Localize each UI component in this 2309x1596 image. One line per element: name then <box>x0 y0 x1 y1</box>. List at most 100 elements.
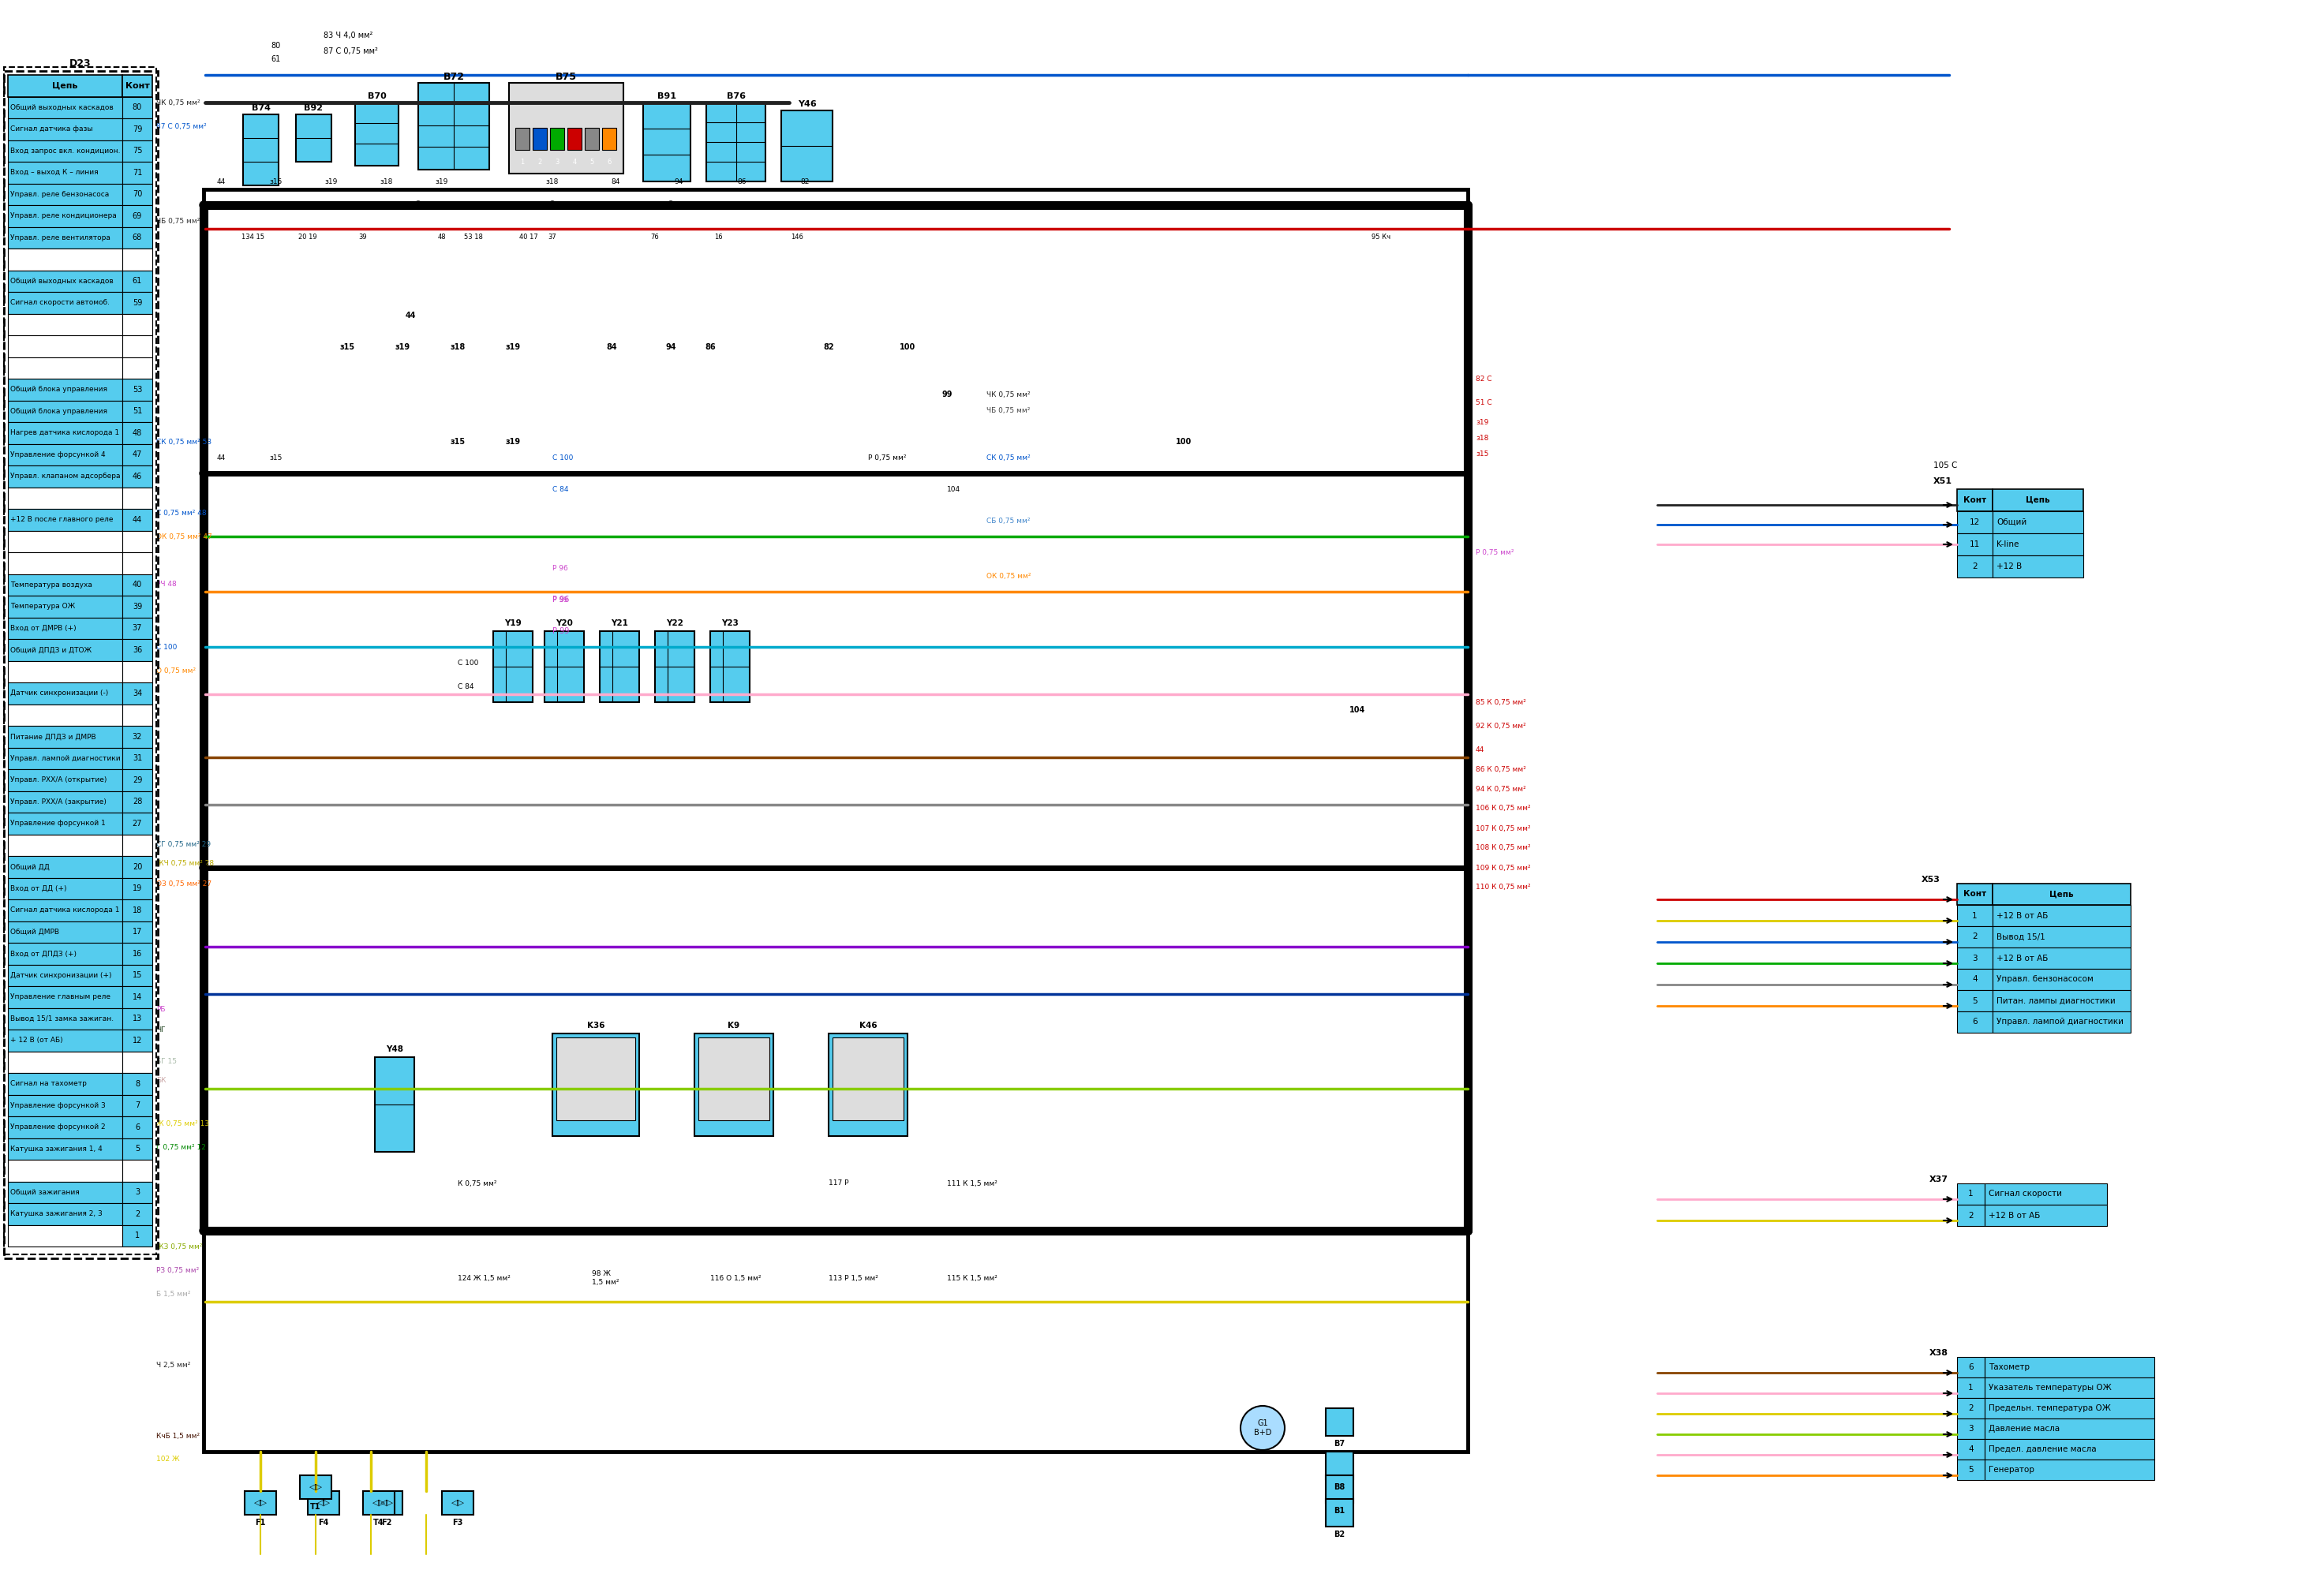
Bar <box>1986 1440 2154 1459</box>
Bar <box>1958 1357 1986 1377</box>
Text: 1: 1 <box>1972 911 1977 919</box>
Bar <box>122 921 152 943</box>
Text: з15: з15 <box>270 453 282 461</box>
Text: Управл. РХХ/А (закрытие): Управл. РХХ/А (закрытие) <box>9 798 106 806</box>
Bar <box>1986 1419 2154 1440</box>
Circle shape <box>1464 863 1471 871</box>
Bar <box>656 630 695 702</box>
Text: 134 15: 134 15 <box>240 233 263 241</box>
Bar <box>7 618 122 638</box>
Bar <box>7 1160 122 1181</box>
Text: 102 Ж: 102 Ж <box>157 1456 180 1464</box>
Bar <box>7 986 122 1007</box>
Text: 16: 16 <box>713 233 723 241</box>
Text: Вход запрос вкл. кондицион.: Вход запрос вкл. кондицион. <box>9 147 120 155</box>
Bar <box>7 747 122 769</box>
Bar <box>7 595 122 618</box>
Bar <box>1993 555 2083 578</box>
Bar <box>7 358 122 378</box>
Text: 107 К 0,75 мм²: 107 К 0,75 мм² <box>1475 825 1531 832</box>
Bar <box>5 70 157 1258</box>
Text: 94: 94 <box>674 177 683 185</box>
Bar <box>7 855 122 878</box>
Text: з15: з15 <box>339 343 356 351</box>
Bar <box>508 83 623 174</box>
Bar <box>1958 533 1993 555</box>
Text: Управл. лампой диагностики: Управл. лампой диагностики <box>9 755 120 761</box>
Circle shape <box>199 863 208 871</box>
Text: 116 О 1,5 мм²: 116 О 1,5 мм² <box>711 1275 762 1282</box>
Bar <box>7 378 122 401</box>
Text: з18: з18 <box>381 177 393 185</box>
Text: РЗ 0,75 мм²: РЗ 0,75 мм² <box>157 1267 199 1274</box>
Text: Общий ДМРВ: Общий ДМРВ <box>9 929 60 935</box>
Bar <box>1986 1377 2154 1398</box>
Text: X37: X37 <box>1930 1176 1949 1183</box>
Text: P 96: P 96 <box>552 565 568 571</box>
Text: 1: 1 <box>134 1232 141 1240</box>
Text: 27: 27 <box>132 819 143 827</box>
Bar <box>122 249 152 270</box>
Text: Y22: Y22 <box>665 619 683 627</box>
Bar <box>707 102 767 182</box>
Bar <box>550 128 563 150</box>
Text: 44: 44 <box>1475 745 1485 753</box>
Bar <box>7 792 122 812</box>
Bar <box>7 769 122 792</box>
Bar <box>1958 1205 1986 1226</box>
Text: 29: 29 <box>132 776 143 784</box>
Bar <box>122 683 152 704</box>
Text: БК: БК <box>157 1077 166 1084</box>
Text: СГ 0,75 мм² 29: СГ 0,75 мм² 29 <box>157 841 210 847</box>
Text: 80: 80 <box>272 41 282 49</box>
Bar <box>7 1203 122 1224</box>
Text: 6: 6 <box>1967 1363 1974 1371</box>
Bar <box>7 444 122 466</box>
Text: Y19: Y19 <box>503 619 522 627</box>
Bar <box>1325 1408 1353 1436</box>
Bar <box>122 184 152 206</box>
Bar <box>7 704 122 726</box>
Text: Управл. реле кондиционера: Управл. реле кондиционера <box>9 212 115 220</box>
Circle shape <box>1240 1406 1284 1451</box>
Text: ◁▷: ◁▷ <box>254 1499 268 1507</box>
Text: Общий блока управления: Общий блока управления <box>9 386 106 393</box>
Bar <box>1325 1499 1353 1527</box>
Text: 16: 16 <box>132 950 143 958</box>
Text: ◁▷: ◁▷ <box>316 1499 330 1507</box>
Bar <box>7 552 122 575</box>
Text: C 84: C 84 <box>552 485 568 493</box>
Bar <box>7 1138 122 1160</box>
Bar <box>7 1095 122 1116</box>
Text: Управл. бензонасосом: Управл. бензонасосом <box>1997 975 2094 983</box>
Bar <box>122 97 152 118</box>
Text: C 100: C 100 <box>457 659 478 666</box>
Text: 11: 11 <box>1970 541 1981 549</box>
Bar <box>122 509 152 530</box>
Bar <box>122 1052 152 1073</box>
Bar <box>122 638 152 661</box>
Bar <box>1993 926 2131 948</box>
Bar <box>1958 1440 1986 1459</box>
Text: 13: 13 <box>132 1015 143 1023</box>
Text: ЧК 0,75 мм²: ЧК 0,75 мм² <box>986 391 1030 397</box>
Bar <box>1958 926 1993 948</box>
Bar <box>1958 1419 1986 1440</box>
Text: 15: 15 <box>132 972 143 980</box>
Text: Общий ДПДЗ и ДТОЖ: Общий ДПДЗ и ДТОЖ <box>9 646 92 653</box>
Bar <box>7 118 122 140</box>
Text: з18: з18 <box>1475 434 1489 442</box>
Text: Температура ОЖ: Температура ОЖ <box>9 603 76 610</box>
Text: Вывод 15/1: Вывод 15/1 <box>1997 934 2046 940</box>
Text: 70: 70 <box>132 190 143 198</box>
Text: С 0,75 мм² 48: С 0,75 мм² 48 <box>157 509 206 517</box>
Bar <box>122 575 152 595</box>
Text: Управление главным реле: Управление главным реле <box>9 993 111 1001</box>
Text: ◁▷: ◁▷ <box>372 1499 386 1507</box>
Text: з18: з18 <box>450 343 466 351</box>
Text: ◁▷: ◁▷ <box>381 1499 393 1507</box>
Text: 1: 1 <box>520 158 524 166</box>
Bar <box>1958 1012 1993 1033</box>
Text: Датчик синхронизации (-): Датчик синхронизации (-) <box>9 689 109 697</box>
Bar <box>7 206 122 227</box>
